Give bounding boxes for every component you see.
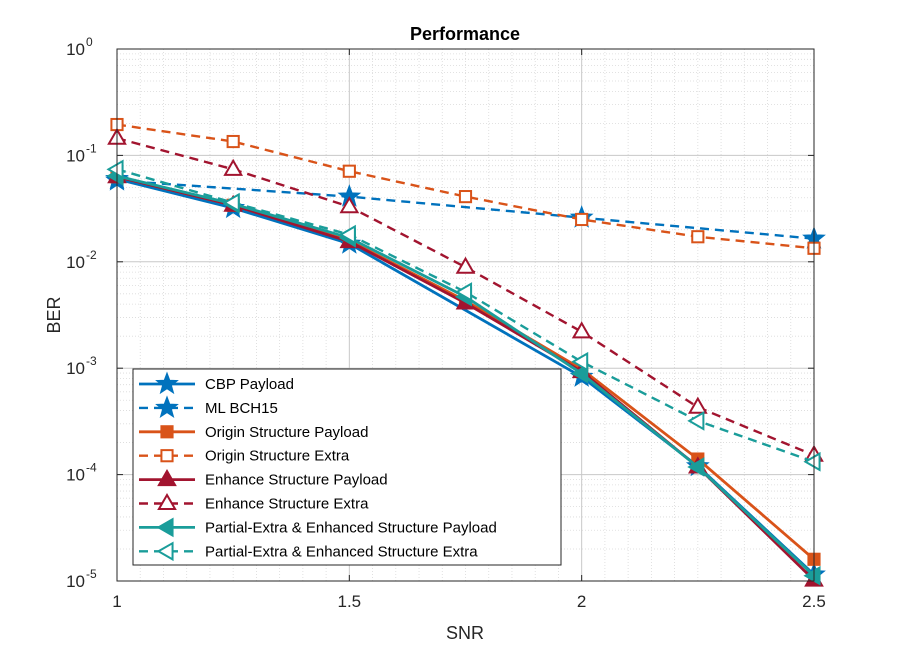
data-point [160, 449, 174, 463]
y-tick-label: 10 [66, 253, 85, 272]
data-point [160, 425, 174, 439]
y-tick-label: 10 [66, 359, 85, 378]
data-point [455, 256, 476, 274]
legend: CBP Payload ML BCH15 Origin Structure Payl… [132, 368, 562, 566]
chart-title: Performance [410, 24, 520, 44]
data-point [222, 192, 240, 213]
legend-label: Partial-Extra & Enhanced Structure Paylo… [205, 519, 497, 536]
y-tick-exponent: -3 [86, 354, 97, 368]
data-point [687, 410, 705, 431]
data-point [223, 158, 244, 176]
x-tick-label: 2.5 [802, 592, 826, 611]
legend-entry: Origin Structure Payload [139, 424, 368, 441]
data-point [691, 230, 705, 244]
y-axis-label: BER [44, 296, 64, 333]
y-tick-label: 10 [66, 40, 85, 59]
legend-label: Enhance Structure Payload [205, 472, 388, 489]
legend-entry: Partial-Extra & Enhanced Structure Paylo… [139, 517, 497, 538]
data-point [571, 351, 589, 372]
y-tick-label: 10 [66, 146, 85, 165]
data-point [687, 396, 708, 414]
y-tick-exponent: 0 [86, 35, 93, 49]
y-tick-exponent: -1 [86, 141, 97, 155]
legend-label: ML BCH15 [205, 400, 278, 417]
data-point [687, 457, 705, 477]
data-point [155, 395, 179, 419]
data-point [157, 469, 177, 487]
data-point [157, 492, 177, 511]
legend-box [132, 368, 562, 566]
y-tick-label: 10 [66, 572, 85, 591]
series-line [116, 179, 815, 240]
y-tick-exponent: -2 [86, 248, 97, 262]
data-point [155, 371, 179, 395]
series-group [105, 117, 826, 587]
data-point [571, 363, 589, 384]
x-tick-label: 2 [577, 592, 586, 611]
legend-entry: Enhance Structure Extra [139, 492, 369, 513]
y-tick-exponent: -4 [86, 461, 97, 475]
x-tick-label: 1 [112, 592, 121, 611]
data-point [454, 282, 473, 302]
series-8 [106, 159, 821, 472]
legend-entry: Origin Structure Extra [139, 448, 350, 465]
legend-label: Partial-Extra & Enhanced Structure Extra [205, 543, 478, 560]
data-point [458, 190, 473, 204]
data-point [338, 224, 356, 245]
data-point [575, 212, 589, 227]
legend-entry: CBP Payload [139, 371, 294, 395]
data-point [339, 196, 360, 214]
data-point [106, 159, 124, 180]
data-point [803, 565, 821, 586]
legend-entry: Enhance Structure Payload [139, 469, 388, 489]
data-point [571, 321, 592, 339]
y-tick-label: 10 [66, 466, 85, 485]
legend-label: Origin Structure Extra [205, 448, 350, 465]
data-point [226, 134, 240, 149]
data-point [156, 517, 174, 538]
legend-label: Origin Structure Payload [205, 424, 368, 441]
data-point [156, 541, 174, 562]
data-point [803, 451, 821, 472]
legend-entry: ML BCH15 [139, 395, 278, 419]
data-point [342, 164, 356, 178]
x-axis-label: SNR [446, 623, 484, 643]
series-6 [107, 127, 824, 462]
x-tick-label: 1.5 [338, 592, 362, 611]
plot-frame [116, 48, 815, 582]
legend-entry: Partial-Extra & Enhanced Structure Extra [139, 541, 478, 562]
y-tick-exponent: -5 [86, 567, 97, 581]
legend-label: CBP Payload [205, 376, 294, 393]
legend-label: Enhance Structure Extra [205, 496, 369, 513]
